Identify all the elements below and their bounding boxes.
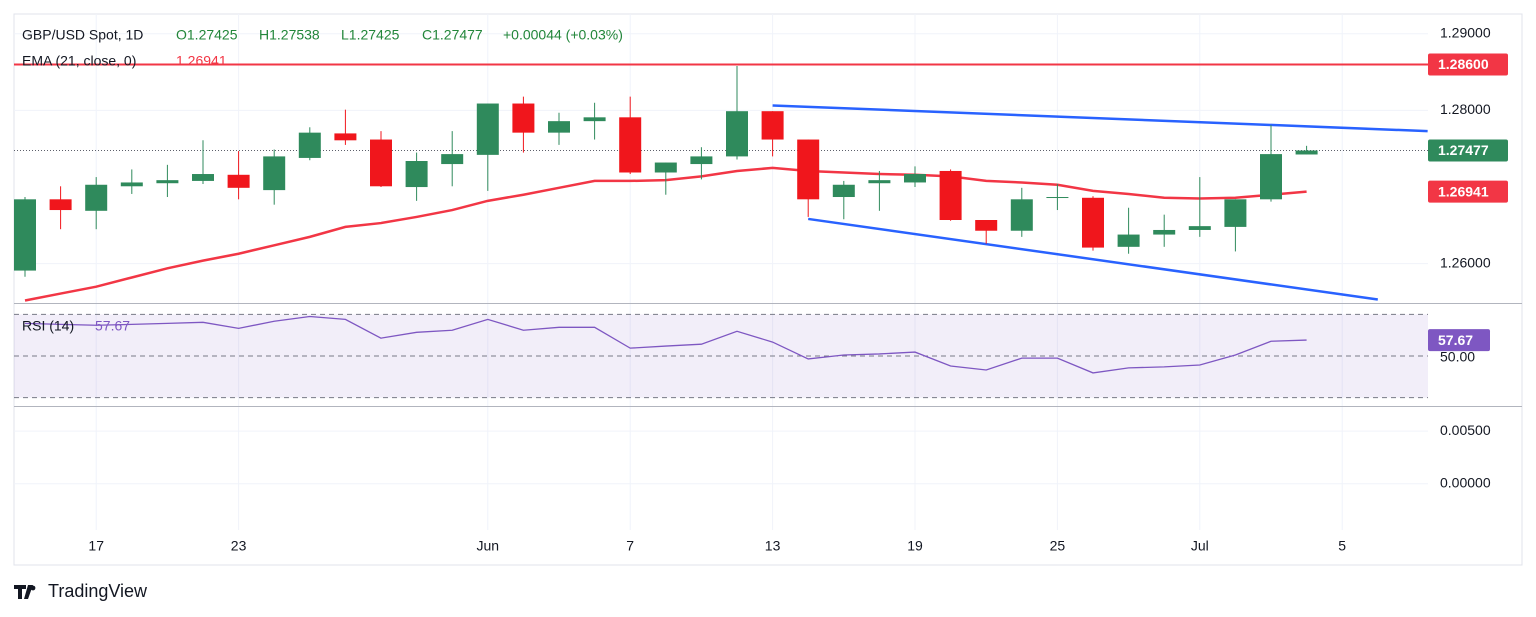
ema-badge-text: 1.26941 (1438, 183, 1489, 199)
candle-body (334, 133, 357, 141)
candle-body (726, 111, 748, 157)
candle-body (192, 174, 214, 181)
candle-body (370, 139, 392, 187)
x-tick-label: 23 (231, 538, 247, 554)
candle-body (85, 184, 108, 211)
rsi-legend: RSI (14) (22, 318, 74, 334)
rsi-legend-value: 57.67 (95, 318, 130, 334)
x-tick-label: 7 (626, 538, 634, 554)
x-tick-label: Jul (1191, 538, 1209, 554)
candle-body (690, 156, 713, 165)
chart-frame (13, 13, 1523, 566)
ema-badge (1428, 180, 1508, 203)
x-tick-label: 25 (1050, 538, 1066, 554)
candle-body (441, 154, 464, 165)
candle-body (904, 174, 926, 183)
candle-body (476, 103, 499, 155)
header-low: L1.27425 (341, 27, 400, 43)
candle-body (298, 132, 321, 158)
candle-body (583, 117, 606, 122)
candle-body (1082, 197, 1104, 248)
y-tick-label: 1.26000 (1440, 254, 1491, 270)
candle-body (263, 156, 286, 191)
axes: 17 23 Jun 7 13 19 25 Jul 5 1.29000 1.28000 1.26000 0… (88, 24, 1508, 554)
candle-body (405, 161, 428, 188)
branding: TradingView (48, 581, 148, 601)
level-badge-text: 1.28600 (1438, 56, 1489, 72)
candle-body (1224, 199, 1247, 227)
candle-body (1188, 226, 1211, 230)
candle-body (939, 170, 962, 221)
header-high: H1.27538 (259, 27, 320, 43)
x-tick-label: 5 (1338, 538, 1346, 554)
header-close: C1.27477 (422, 27, 483, 43)
header-open: O1.27425 (176, 27, 238, 43)
candle-body (761, 111, 784, 140)
grid (14, 14, 1428, 530)
candle-body (975, 220, 998, 231)
candle-body (1295, 150, 1318, 155)
candle-body (14, 199, 36, 271)
x-tick-label: 13 (765, 538, 781, 554)
rsi-badge (1428, 329, 1490, 352)
candle-body (512, 103, 535, 133)
x-tick-label: Jun (477, 538, 500, 554)
price-badge (1428, 139, 1508, 162)
candle-body (156, 180, 179, 184)
ema-legend: EMA (21, close, 0) (22, 53, 136, 69)
branding-logo (14, 585, 36, 599)
candle-body (1117, 234, 1140, 247)
price-badge-text: 1.27477 (1438, 142, 1489, 158)
rsi-tick-label: 50.00 (1440, 349, 1475, 365)
candle-body (1046, 197, 1069, 199)
candle-body (797, 139, 820, 200)
price-pane (14, 63, 1428, 302)
x-tick-label: 17 (88, 538, 104, 554)
candle-body (832, 184, 855, 198)
rsi-pane (14, 313, 1428, 399)
y-tick-label: 1.29000 (1440, 24, 1491, 40)
y-tick-label: 0.00500 (1440, 422, 1491, 438)
candle-body (868, 180, 891, 184)
candle-body (548, 121, 570, 133)
y-tick-label: 0.00000 (1440, 474, 1491, 490)
rsi-line (24, 315, 1307, 374)
header-change: +0.00044 (+0.03%) (503, 27, 623, 43)
candle-body (1153, 229, 1176, 235)
candle-body (120, 182, 143, 187)
trendline (808, 217, 1378, 301)
candle-body (227, 174, 250, 188)
y-tick-label: 1.28000 (1440, 101, 1491, 117)
rsi-badge-text: 57.67 (1438, 332, 1473, 348)
ema-legend-value: 1.26941 (176, 53, 227, 69)
x-tick-label: 19 (907, 538, 923, 554)
chart-title: GBP/USD Spot, 1D (22, 27, 143, 43)
candle-body (1260, 154, 1282, 200)
level-badge (1428, 53, 1508, 76)
trendline (772, 104, 1428, 133)
candle-body (654, 162, 677, 173)
candle-body (619, 117, 642, 173)
candle-body (49, 199, 72, 211)
candle-body (1010, 199, 1033, 231)
